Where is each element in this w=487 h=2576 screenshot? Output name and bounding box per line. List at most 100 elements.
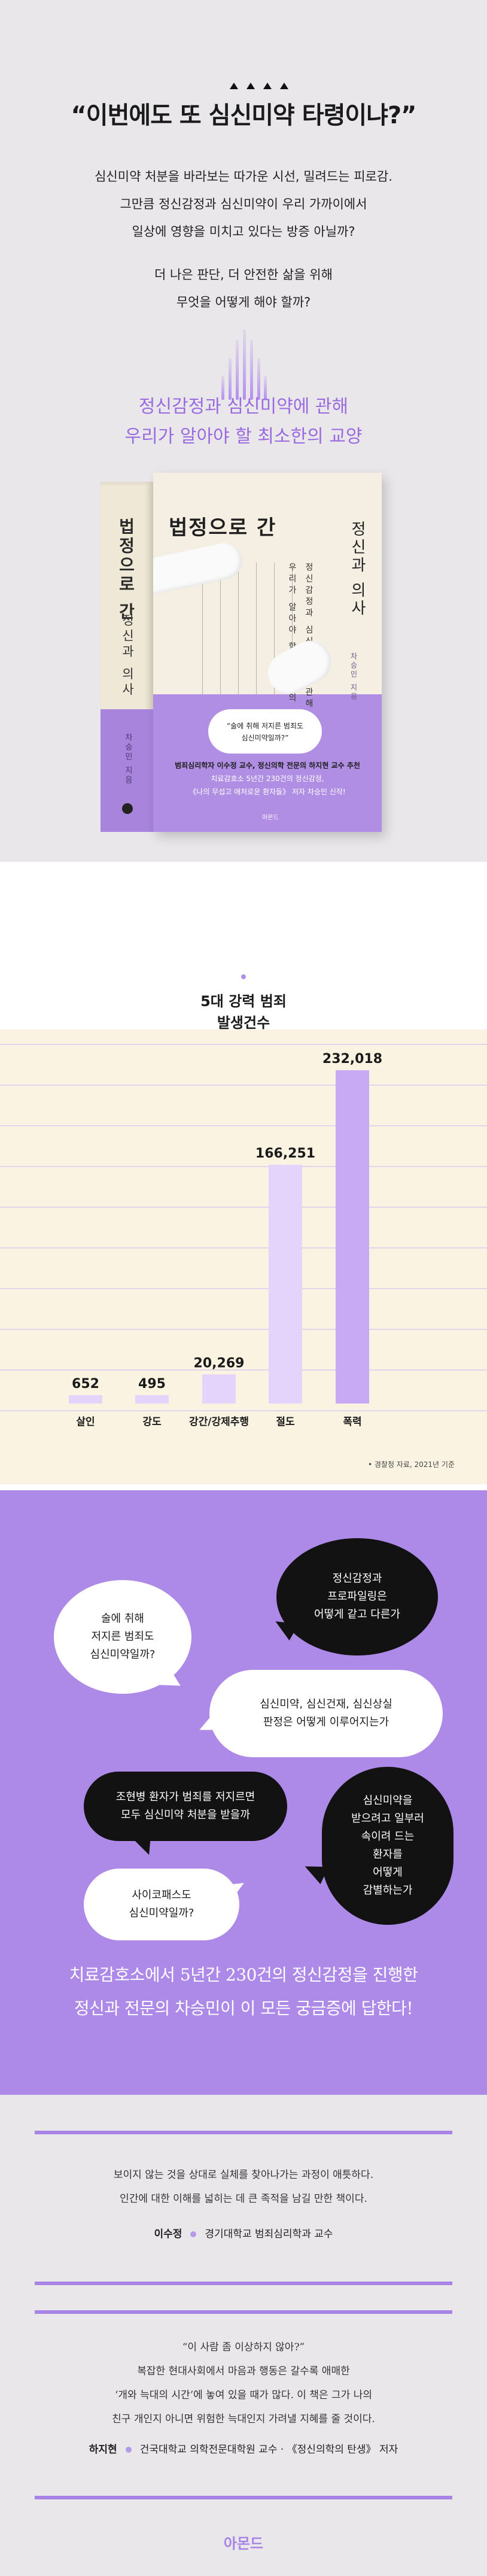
bubble-line: 정신감정과 bbox=[332, 1572, 382, 1585]
intro-line: 일상에 영향을 미치고 있다는 방증 아닐까? bbox=[132, 224, 355, 239]
headline: “이번에도 또 심신미약 타령이냐?” bbox=[71, 102, 417, 129]
hero-section: “이번에도 또 심신미약 타령이냐?” 심신미약 처분을 바라보는 따가운 시선… bbox=[0, 0, 487, 862]
cover-publisher: 아몬드 bbox=[262, 815, 279, 821]
bubble-line: 심신미약일까? bbox=[129, 1907, 194, 1919]
cover-badge: “술에 취해 저지른 범죄도 심신미약일까?” bbox=[208, 709, 322, 754]
bubble-line: 저지른 범죄도 bbox=[91, 1630, 154, 1643]
bar bbox=[135, 1395, 169, 1404]
banner-line: 정신과 전문의 차승민이 이 모든 궁금증에 답한다! bbox=[74, 1998, 413, 2018]
bubble-line: 심신미약, 심신건재, 심신상실 bbox=[260, 1698, 392, 1711]
bubble-line: 받으려고 일부러 bbox=[351, 1812, 424, 1825]
question-text: 더 나은 판단, 더 안전한 삶을 위해 무엇을 어떻게 해야 할까? bbox=[0, 261, 487, 316]
question-line: 더 나은 판단, 더 안전한 삶을 위해 bbox=[154, 268, 333, 282]
decorative-bars bbox=[221, 329, 267, 400]
quote-affiliation: 건국대학교 의학전문대학원 교수 · 《정신의학의 탄생》 저자 bbox=[139, 2444, 398, 2456]
quote-line: “이 사람 좀 이상하지 않아?” bbox=[182, 2341, 305, 2353]
speech-bubble: 심신미약을 받으려고 일부러 속이려 드는 환자를 어떻게 감별하는가 bbox=[322, 1767, 453, 1925]
bubble-line: 어떻게 같고 다른가 bbox=[314, 1608, 400, 1621]
spine-subtitle: 정신과 의사 bbox=[120, 613, 135, 698]
quote-line: 친구 개인지 아니면 위험한 늑대인지 가려낼 지혜를 줄 것이다. bbox=[112, 2413, 375, 2425]
badge-line: 심신미약일까?” bbox=[241, 734, 289, 742]
bubble-line: 감별하는가 bbox=[363, 1884, 413, 1897]
quote-affiliation: 경기대학교 범죄심리학과 교수 bbox=[205, 2228, 333, 2240]
bubble-line: 심신미약을 bbox=[363, 1794, 413, 1807]
quote-signature: 이수정 경기대학교 범죄심리학과 교수 bbox=[35, 2225, 452, 2240]
quote-name: 이수정 bbox=[154, 2228, 182, 2240]
chart-title-line: 5대 강력 범죄 bbox=[200, 993, 287, 1010]
subhead: 정신감정과 심신미약에 관해 우리가 알아야 할 최소한의 교양 bbox=[0, 392, 487, 452]
bubble-line: 판정은 어떻게 이루어지는가 bbox=[263, 1716, 389, 1729]
quote-line: 보이지 않는 것을 상대로 실체를 찾아나가는 과정이 애틋하다. bbox=[113, 2169, 374, 2181]
bar bbox=[336, 1070, 369, 1404]
bubble-line: 프로파일링은 bbox=[327, 1590, 387, 1603]
chart-dot-icon bbox=[241, 974, 246, 979]
subhead-line: 우리가 알아야 할 최소한의 교양 bbox=[124, 426, 363, 447]
speech-bubble: 조현병 환자가 범죄를 저지르면 모두 심신미약 처분을 받을까 bbox=[84, 1772, 287, 1841]
speech-bubble: 심신미약, 심신건재, 심신상실 판정은 어떻게 이루어지는가 bbox=[209, 1670, 443, 1757]
book-cover: 법정으로 간 정신과 의사 정신감정과 심신미약에 관해 우리가 알아야 할 최… bbox=[153, 473, 382, 832]
publisher-logo: 아몬드 bbox=[223, 2535, 264, 2552]
bubble-line: 속이려 드는 bbox=[361, 1830, 415, 1843]
bar-chart: 652 살인 495 강도 20,269 강간/강제추행 166,251 절도 232,018 폭… bbox=[0, 1044, 487, 1428]
category-label: 폭력 bbox=[343, 1416, 361, 1428]
speech-bubble: 정신감정과 프로파일링은 어떻게 같고 다른가 bbox=[276, 1538, 438, 1655]
bar-value-label: 495 bbox=[138, 1377, 166, 1392]
blurb-line: 《나의 무섭고 애처로운 환자들》 저자 차승민 신작! bbox=[189, 788, 346, 796]
blurb-line: 치료감호소 5년간 230건의 정신감정, bbox=[211, 774, 324, 783]
bubble-line: 환자를 bbox=[373, 1848, 403, 1861]
speech-bubble: 사이코패스도 심신미약일까? bbox=[84, 1869, 239, 1940]
harp-strings bbox=[196, 563, 328, 694]
emphasis-dots bbox=[0, 83, 487, 91]
bar-value-label: 20,269 bbox=[194, 1356, 245, 1371]
quote-line: ‘개와 늑대의 시간’에 놓여 있을 때가 많다. 이 책은 그가 나의 bbox=[115, 2389, 372, 2401]
bubble-line: 심신미약일까? bbox=[90, 1648, 156, 1661]
bar-value-label: 232,018 bbox=[322, 1052, 382, 1067]
bubble-line: 어떻게 bbox=[373, 1866, 403, 1879]
chart-section: 5대 강력 범죄 발생건수 652 살인 495 강도 20,269 강간/강제추행 166… bbox=[0, 974, 487, 1484]
bar bbox=[69, 1395, 102, 1404]
quote-line: 인간에 대한 이해를 넓히는 데 큰 족적을 남길 만한 책이다. bbox=[120, 2193, 367, 2205]
subhead-line: 정신감정과 심신미약에 관해 bbox=[138, 396, 349, 417]
category-label: 강도 bbox=[142, 1416, 162, 1428]
publisher-logo-icon bbox=[122, 803, 133, 814]
cover-blurb: 범죄심리학자 이수정 교수, 정신의학 전문의 하지현 교수 추천 치료감호소 … bbox=[153, 759, 382, 798]
quote-box: “이 사람 좀 이상하지 않아?” 복잡한 현대사회에서 마음과 행동은 갈수록… bbox=[35, 2310, 452, 2499]
intro-line: 심신미약 처분을 바라보는 따가운 시선, 밀려드는 피로감. bbox=[95, 169, 392, 184]
bubble-line: 사이코패스도 bbox=[132, 1889, 191, 1901]
chart-title-line: 발생건수 bbox=[217, 1014, 270, 1031]
quote-signature: 하지현 건국대학교 의학전문대학원 교수 · 《정신의학의 탄생》 저자 bbox=[35, 2441, 452, 2456]
cover-title: 법정으로 간 bbox=[169, 516, 277, 540]
banner-line: 치료감호소에서 5년간 230건의 정신감정을 진행한 bbox=[69, 1965, 418, 1985]
cover-author: 차승민 지음 bbox=[349, 652, 358, 701]
intro-text: 심신미약 처분을 바라보는 따가운 시선, 밀려드는 피로감. 그만큼 정신감정… bbox=[0, 163, 487, 245]
question-line: 무엇을 어떻게 해야 할까? bbox=[176, 295, 311, 309]
bullet-icon bbox=[125, 2447, 132, 2453]
bubble-line: 술에 취해 bbox=[101, 1612, 144, 1625]
spine-author: 차승민 지음 bbox=[123, 733, 132, 786]
spine-title: 법정으로 간 bbox=[116, 518, 136, 622]
chart-title: 5대 강력 범죄 발생건수 bbox=[0, 991, 487, 1034]
cover-title-vertical: 정신과 의사 bbox=[348, 521, 366, 618]
blurb-recommend: 범죄심리학자 이수정 교수, 정신의학 전문의 하지현 교수 추천 bbox=[175, 761, 360, 770]
questions-section: 술에 취해 저지른 범죄도 심신미약일까? 정신감정과 프로파일링은 어떻게 같… bbox=[0, 1490, 487, 2095]
section-banner: 치료감호소에서 5년간 230건의 정신감정을 진행한 정신과 전문의 차승민이… bbox=[0, 1958, 487, 2025]
bar-value-label: 652 bbox=[72, 1377, 99, 1392]
badge-line: “술에 취해 저지른 범죄도 bbox=[226, 722, 304, 730]
quote-line: 복잡한 현대사회에서 마음과 행동은 갈수록 애매한 bbox=[137, 2365, 350, 2377]
speech-bubble: 술에 취해 저지른 범죄도 심신미약일까? bbox=[54, 1580, 191, 1694]
bar bbox=[269, 1164, 302, 1404]
book-spine: 법정으로 간 정신과 의사 차승민 지음 bbox=[101, 482, 153, 832]
category-label: 살인 bbox=[76, 1416, 95, 1428]
bubble-line: 조현병 환자가 범죄를 저지르면 bbox=[115, 1791, 255, 1803]
quote-name: 하지현 bbox=[89, 2444, 117, 2456]
bar-value-label: 166,251 bbox=[255, 1146, 315, 1161]
book-image: 법정으로 간 정신과 의사 차승민 지음 법정으로 간 정신과 의사 정신감정과… bbox=[101, 473, 382, 832]
category-label: 절도 bbox=[276, 1415, 295, 1428]
bar bbox=[202, 1374, 236, 1404]
bullet-icon bbox=[190, 2231, 197, 2237]
recommendations-section: 보이지 않는 것을 상대로 실체를 찾아나가는 과정이 애틋하다. 인간에 대한… bbox=[0, 2095, 487, 2576]
category-label: 강간/강제추행 bbox=[189, 1416, 249, 1428]
quote-box: 보이지 않는 것을 상대로 실체를 찾아나가는 과정이 애틋하다. 인간에 대한… bbox=[35, 2131, 452, 2285]
chart-source: • 경찰청 자료, 2021년 기준 bbox=[367, 1460, 455, 1469]
